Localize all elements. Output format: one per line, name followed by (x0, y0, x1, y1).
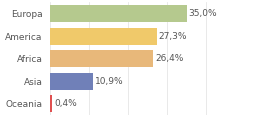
Bar (50, 96, 52, 112)
Bar (50, 5, 187, 22)
Text: 10,9%: 10,9% (95, 77, 123, 86)
Bar (50, 73, 93, 90)
Text: 0,4%: 0,4% (54, 99, 77, 108)
Text: 35,0%: 35,0% (189, 9, 217, 18)
Text: 27,3%: 27,3% (159, 32, 187, 41)
Text: 26,4%: 26,4% (155, 54, 184, 63)
Bar (50, 50, 153, 67)
Bar (50, 28, 157, 45)
